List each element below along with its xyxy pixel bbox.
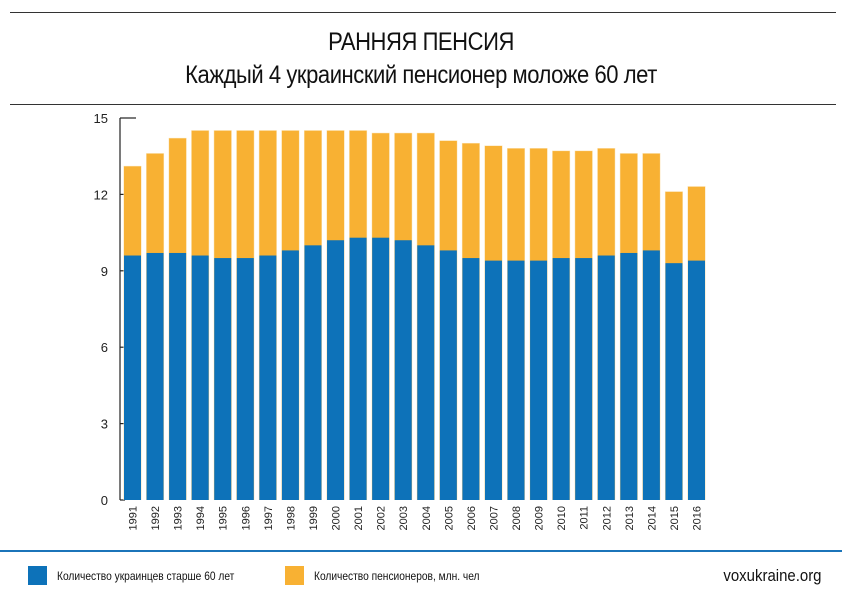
x-tick-label: 2009 bbox=[534, 506, 546, 530]
x-tick-label: 1996 bbox=[240, 506, 252, 530]
x-tick-label: 1995 bbox=[218, 506, 230, 530]
x-tick-label: 2007 bbox=[488, 506, 500, 530]
bar-over-60 bbox=[394, 240, 412, 501]
y-tick-label: 3 bbox=[101, 417, 108, 432]
title-rule bbox=[10, 104, 836, 105]
legend-item-over-60: Количество украинцев старше 60 лет bbox=[28, 566, 266, 585]
x-tick-label: 2002 bbox=[376, 506, 388, 530]
x-tick-label: 1992 bbox=[150, 506, 162, 530]
bar-over-60 bbox=[507, 260, 525, 500]
x-tick-label: 1994 bbox=[195, 506, 207, 530]
y-tick-label: 12 bbox=[94, 187, 108, 202]
legend-swatch-orange bbox=[285, 566, 304, 585]
legend-label: Количество украинцев старше 60 лет bbox=[57, 568, 235, 583]
bar-over-60 bbox=[530, 260, 548, 500]
footer-rule bbox=[0, 550, 842, 552]
bar-chart: 0 3 6 9 12 15 1991 1992 1993 1994 1995 1996 1997 1998… bbox=[94, 111, 706, 530]
bar-over-60 bbox=[552, 258, 570, 500]
x-tick-label: 2008 bbox=[511, 506, 523, 530]
bar-over-60 bbox=[124, 255, 141, 500]
bar-over-60 bbox=[597, 255, 615, 500]
top-rule bbox=[10, 12, 836, 13]
bar-over-60 bbox=[236, 258, 254, 500]
x-tick-label: 2016 bbox=[692, 506, 704, 530]
x-tick-label: 2001 bbox=[353, 506, 365, 530]
bar-over-60 bbox=[462, 258, 480, 500]
x-tick-label: 1997 bbox=[263, 506, 275, 530]
y-tick-label: 6 bbox=[101, 340, 108, 355]
x-tick-label: 2013 bbox=[624, 506, 636, 530]
bar-over-60 bbox=[259, 255, 277, 500]
bar-over-60 bbox=[169, 252, 187, 500]
x-tick-label: 2010 bbox=[556, 506, 568, 530]
x-tick-label: 2003 bbox=[398, 506, 410, 530]
x-tick-label: 2011 bbox=[579, 506, 591, 530]
x-tick-label: 1991 bbox=[128, 506, 140, 530]
legend-item-pensioners: Количество пенсионеров, млн. чел bbox=[285, 566, 509, 585]
x-tick-label: 2006 bbox=[466, 506, 478, 530]
x-tick-label: 1999 bbox=[308, 506, 320, 530]
x-tick-label: 2004 bbox=[421, 506, 433, 530]
bar-over-60 bbox=[372, 237, 390, 500]
x-tick-label: 2005 bbox=[443, 506, 455, 530]
bar-over-60 bbox=[146, 252, 164, 500]
bar-over-60 bbox=[575, 258, 593, 500]
x-tick-label: 2000 bbox=[331, 506, 343, 530]
chart-subtitle: Каждый 4 украинский пенсионер моложе 60 … bbox=[185, 61, 657, 89]
legend-swatch-blue bbox=[28, 566, 47, 585]
bar-over-60 bbox=[304, 245, 322, 500]
bar-over-60 bbox=[327, 240, 345, 501]
legend-label: Количество пенсионеров, млн. чел bbox=[314, 568, 480, 583]
bar-over-60 bbox=[439, 250, 457, 500]
bar-over-60 bbox=[417, 245, 435, 500]
x-tick-label: 2014 bbox=[646, 506, 658, 530]
bar-over-60 bbox=[349, 237, 367, 500]
bar-over-60 bbox=[688, 260, 705, 500]
y-tick-label: 15 bbox=[94, 111, 108, 126]
x-tick-label: 1993 bbox=[173, 506, 185, 530]
x-tick-label: 2012 bbox=[601, 506, 613, 530]
bar-over-60 bbox=[642, 250, 660, 500]
x-tick-label: 1998 bbox=[285, 506, 297, 530]
bar-over-60 bbox=[665, 263, 683, 500]
chart-title: РАННЯЯ ПЕНСИЯ bbox=[328, 28, 514, 56]
bar-over-60 bbox=[191, 255, 209, 500]
bar-over-60 bbox=[214, 258, 232, 500]
site-credit: voxukraine.org bbox=[723, 566, 822, 585]
y-tick-label: 0 bbox=[101, 493, 108, 508]
bar-over-60 bbox=[620, 252, 638, 500]
y-tick-label: 9 bbox=[101, 264, 108, 279]
bar-over-60 bbox=[484, 260, 502, 500]
x-tick-label: 2015 bbox=[669, 506, 681, 530]
bar-over-60 bbox=[281, 250, 299, 500]
